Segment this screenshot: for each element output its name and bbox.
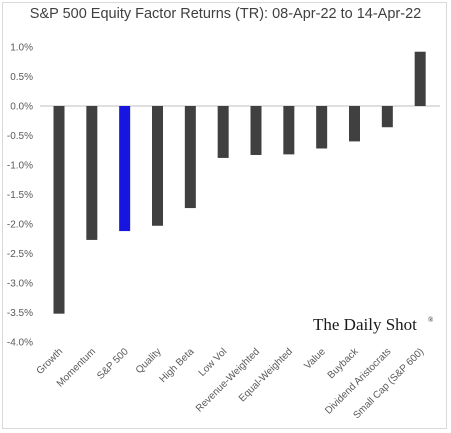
y-tick-label: -0.5% — [7, 131, 33, 142]
bar-dividend-aristocrats — [381, 106, 393, 128]
y-tick-label: -1.0% — [7, 161, 33, 172]
x-tick-label: Low Vol — [197, 346, 230, 379]
y-tick-label: 1.0% — [10, 43, 33, 54]
bar-equal-weighted — [283, 106, 295, 155]
x-tick-label: Quality — [134, 346, 164, 376]
x-tick-label: S&P 500 — [95, 346, 131, 382]
y-tick-label: 0.0% — [10, 102, 33, 113]
y-tick-label: -3.5% — [7, 308, 33, 319]
bar-momentum — [86, 106, 98, 240]
y-tick-label: -4.0% — [7, 338, 33, 349]
y-axis: 1.0% 0.5% 0.0% -0.5% -1.0% -1.5% -2.0% -2.5% -3.… — [7, 43, 33, 349]
x-tick-label: Growth — [35, 346, 66, 377]
y-tick-label: -1.5% — [7, 190, 33, 201]
bar-value — [316, 106, 328, 149]
chart-title: S&P 500 Equity Factor Returns (TR): 08-A… — [29, 6, 422, 22]
watermark-registered-mark: ® — [428, 316, 434, 324]
bar-low-vol — [217, 106, 229, 158]
x-tick-label: Value — [302, 346, 328, 372]
bar-revenue-weighted — [250, 106, 262, 155]
y-tick-label: -2.0% — [7, 220, 33, 231]
y-tick-label: -2.5% — [7, 249, 33, 260]
y-tick-label: 0.5% — [10, 72, 33, 83]
bar-high-beta — [184, 106, 196, 209]
watermark-logo: The Daily Shot — [313, 315, 417, 334]
bar-buyback — [349, 106, 360, 142]
bar-quality — [152, 106, 163, 226]
x-tick-label: High Beta — [158, 346, 197, 385]
bar-s-p-500 — [119, 106, 131, 232]
bar-small-cap-s-p-600 — [414, 51, 426, 106]
bars — [53, 51, 426, 314]
chart-frame — [2, 2, 447, 429]
y-tick-label: -3.0% — [7, 279, 33, 290]
bar-growth — [53, 106, 65, 314]
